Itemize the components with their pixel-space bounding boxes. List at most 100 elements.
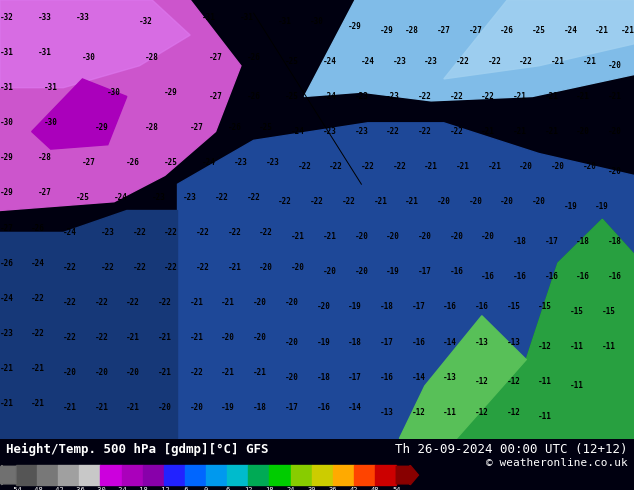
Polygon shape	[178, 123, 634, 439]
Text: -31: -31	[44, 83, 58, 92]
Text: -12: -12	[538, 342, 552, 351]
Text: -30: -30	[310, 18, 324, 26]
Bar	[227, 466, 249, 485]
Text: -13: -13	[443, 373, 457, 382]
Text: -23: -23	[392, 57, 406, 66]
Text: -19: -19	[595, 201, 609, 211]
Text: -20: -20	[253, 333, 267, 342]
Text: -22: -22	[133, 263, 146, 272]
Bar	[312, 466, 333, 485]
Text: -11: -11	[602, 342, 616, 351]
Text: -25: -25	[259, 122, 273, 132]
Text: -23: -23	[234, 158, 248, 167]
Text: -22: -22	[488, 57, 501, 66]
Text: -24: -24	[291, 127, 305, 136]
Text: -21: -21	[253, 368, 267, 377]
Text: -17: -17	[418, 268, 432, 276]
Text: -11: -11	[570, 381, 584, 391]
Text: -21: -21	[373, 197, 387, 206]
Text: -23: -23	[152, 193, 165, 202]
Text: -27: -27	[0, 223, 13, 233]
Text: -33: -33	[75, 13, 89, 22]
Text: -24: -24	[323, 57, 337, 66]
Text: © weatheronline.co.uk: © weatheronline.co.uk	[486, 458, 628, 468]
Text: -22: -22	[31, 329, 45, 338]
Text: -20: -20	[608, 167, 622, 175]
Text: -27: -27	[190, 122, 204, 132]
Text: -22: -22	[164, 228, 178, 237]
Text: -18: -18	[136, 487, 149, 490]
Text: -20: -20	[63, 368, 77, 377]
Text: -22: -22	[63, 298, 77, 307]
Text: -24: -24	[113, 193, 127, 202]
Text: -19: -19	[348, 302, 362, 312]
Text: -21: -21	[94, 403, 108, 413]
Text: -21: -21	[0, 364, 13, 373]
Text: -17: -17	[411, 302, 425, 312]
Text: -21: -21	[608, 92, 622, 101]
Text: -16: -16	[450, 268, 463, 276]
Text: 30: 30	[307, 487, 316, 490]
Text: -19: -19	[386, 268, 400, 276]
Text: -20: -20	[126, 368, 140, 377]
Text: -28: -28	[145, 52, 159, 62]
Bar	[269, 466, 290, 485]
Text: -21: -21	[576, 92, 590, 101]
Text: -25: -25	[285, 92, 299, 101]
Text: -18: -18	[380, 302, 394, 312]
Text: -12: -12	[507, 377, 521, 386]
Text: -19: -19	[221, 403, 235, 413]
Text: -20: -20	[354, 268, 368, 276]
Text: -24: -24	[0, 294, 13, 303]
Text: -15: -15	[602, 307, 616, 316]
Bar	[249, 466, 269, 485]
Text: -25: -25	[75, 193, 89, 202]
Text: -12: -12	[411, 408, 425, 416]
Text: -18: -18	[348, 338, 362, 346]
Text: -21: -21	[513, 127, 527, 136]
Text: -22: -22	[247, 193, 261, 202]
Text: -22: -22	[386, 127, 400, 136]
Polygon shape	[304, 0, 634, 101]
Text: 6: 6	[225, 487, 230, 490]
Text: -26: -26	[0, 259, 13, 268]
Text: 24: 24	[287, 487, 295, 490]
Text: -31: -31	[0, 83, 13, 92]
Text: -22: -22	[418, 92, 432, 101]
Text: -29: -29	[0, 153, 13, 162]
Text: -20: -20	[285, 298, 299, 307]
Text: -22: -22	[196, 228, 210, 237]
Text: -20: -20	[190, 403, 204, 413]
Text: -22: -22	[31, 294, 45, 303]
Text: -23: -23	[354, 92, 368, 101]
Text: -22: -22	[297, 162, 311, 171]
Text: -16: -16	[380, 373, 394, 382]
Text: -20: -20	[551, 162, 565, 171]
Text: -30: -30	[82, 52, 96, 62]
Polygon shape	[0, 211, 178, 439]
Text: -24: -24	[361, 57, 375, 66]
Text: -22: -22	[215, 193, 229, 202]
Text: -22: -22	[418, 127, 432, 136]
Text: -28: -28	[405, 26, 419, 35]
Polygon shape	[0, 0, 190, 88]
Text: -19: -19	[316, 338, 330, 346]
Text: -14: -14	[348, 403, 362, 413]
Text: -21: -21	[583, 57, 597, 66]
Text: -30: -30	[107, 88, 121, 97]
Text: -22: -22	[190, 368, 204, 377]
Text: -16: -16	[513, 272, 527, 281]
Text: -23: -23	[183, 193, 197, 202]
Polygon shape	[32, 79, 127, 149]
Text: -21: -21	[126, 333, 140, 342]
Text: -12: -12	[475, 377, 489, 386]
Text: -11: -11	[538, 412, 552, 421]
Text: -24: -24	[115, 487, 128, 490]
Text: -23: -23	[266, 158, 280, 167]
Text: -22: -22	[456, 57, 470, 66]
Text: -20: -20	[285, 338, 299, 346]
Text: -22: -22	[63, 263, 77, 272]
Text: -21: -21	[221, 368, 235, 377]
Text: -21: -21	[31, 399, 45, 408]
Text: -18: -18	[316, 373, 330, 382]
